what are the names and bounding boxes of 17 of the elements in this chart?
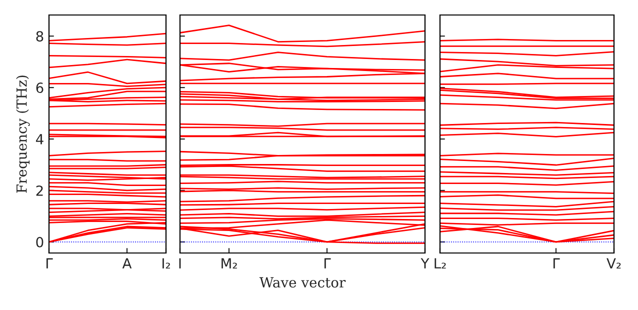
x-tick-label: Γ xyxy=(46,258,53,268)
x-axis-title: Wave vector xyxy=(259,277,346,288)
y-tick-label: 6 xyxy=(36,82,44,94)
y-axis-title: Frequency (THz) xyxy=(16,76,30,193)
y-tick-label: 4 xyxy=(36,134,44,144)
x-tick-label: M₂ xyxy=(222,258,237,268)
x-tick-label: I xyxy=(179,258,181,268)
y-tick-label: 0 xyxy=(36,236,44,248)
y-tick-label: 2 xyxy=(36,185,43,196)
x-tick-label: Γ xyxy=(324,258,331,268)
x-tick-label: Γ xyxy=(553,258,560,268)
x-tick-label: V₂ xyxy=(606,258,621,268)
y-tick-label: 8 xyxy=(36,31,44,42)
x-tick-label: Y xyxy=(420,258,430,268)
x-tick-label: I₂ xyxy=(162,258,170,268)
x-tick-label: L₂ xyxy=(434,258,446,268)
x-tick-label: A xyxy=(122,258,132,268)
